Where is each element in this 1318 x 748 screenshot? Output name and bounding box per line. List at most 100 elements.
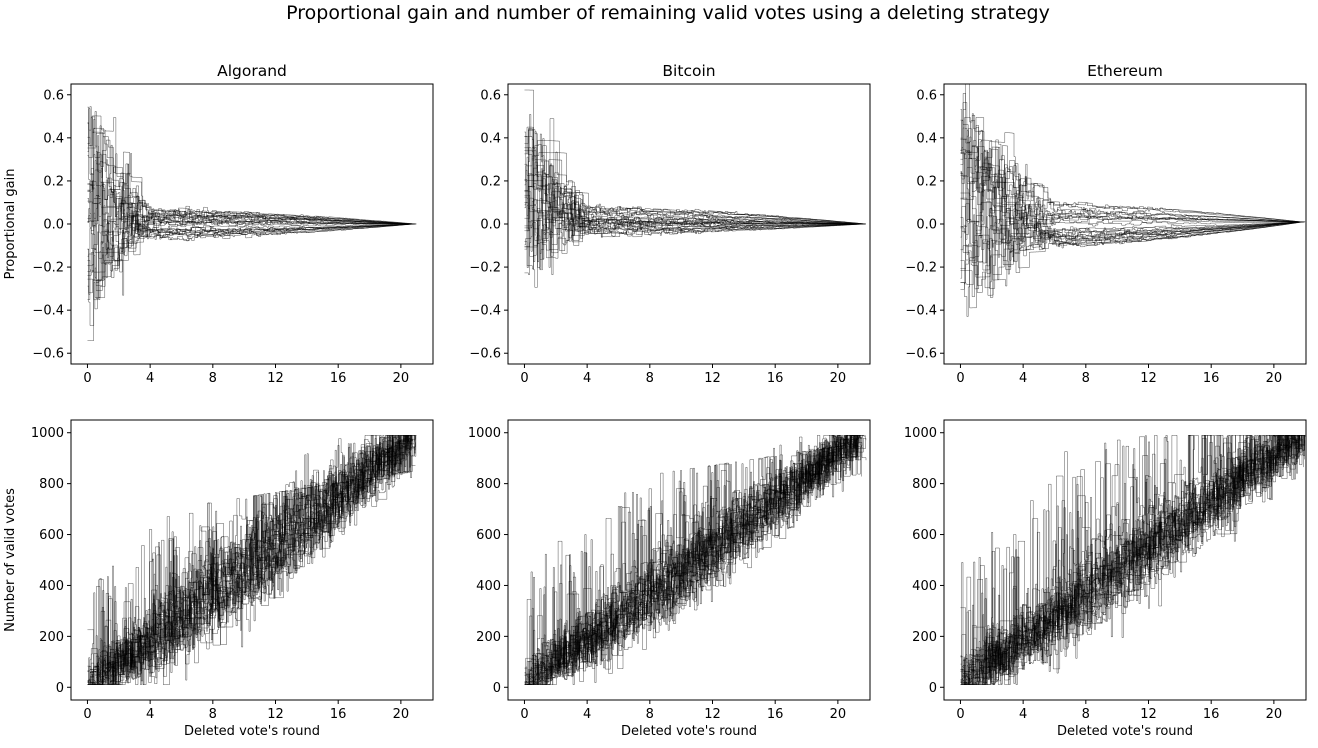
series-line-10: [87, 154, 414, 265]
series-line-26: [960, 435, 1306, 685]
x-axis-label: Deleted vote's round: [1057, 724, 1193, 739]
x-tick-label: 12: [704, 707, 721, 722]
x-tick-label: 12: [1140, 707, 1157, 722]
x-tick-label: 0: [956, 707, 964, 722]
x-tick-label: 4: [1019, 371, 1027, 386]
x-tick-label: 20: [1266, 371, 1283, 386]
series-line-26: [87, 435, 408, 685]
y-tick-label: 400: [39, 579, 64, 594]
series-line-20: [87, 106, 409, 225]
x-tick-label: 4: [583, 707, 591, 722]
y-tick-label: 0.6: [916, 88, 937, 103]
y-tick-label: 800: [39, 477, 64, 492]
series-line-23: [960, 140, 1298, 223]
y-tick-label: −0.2: [32, 261, 64, 276]
y-tick-label: 200: [912, 630, 937, 645]
y-tick-label: −0.2: [469, 261, 501, 276]
x-tick-label: 8: [209, 707, 217, 722]
x-axis-label: Deleted vote's round: [621, 724, 757, 739]
y-tick-label: −0.6: [469, 347, 501, 362]
series-line-4: [87, 168, 413, 245]
y-tick-label: 0.0: [916, 218, 937, 233]
x-tick-label: 4: [1019, 707, 1027, 722]
series-line-24: [524, 435, 866, 685]
series-group: [87, 106, 417, 341]
panel-title: Bitcoin: [662, 62, 715, 80]
x-tick-label: 12: [267, 371, 284, 386]
series-line-11: [960, 208, 1306, 309]
series-line-26: [524, 435, 863, 685]
x-tick-label: 12: [1140, 371, 1157, 386]
series-line-21: [960, 435, 1305, 683]
panel-title: Algorand: [217, 62, 287, 80]
y-tick-label: 0.2: [43, 174, 64, 189]
y-tick-label: 0: [56, 681, 64, 696]
series-line-29: [87, 435, 411, 685]
series-line-29: [960, 221, 1297, 285]
series-line-25: [960, 221, 1306, 286]
series-line-10: [960, 93, 1299, 226]
series-line-23: [87, 214, 416, 326]
series-line-19: [524, 118, 858, 237]
y-tick-label: 0.0: [43, 218, 64, 233]
series-line-23: [87, 435, 409, 685]
series-line-20: [524, 200, 861, 268]
y-tick-label: 1000: [904, 426, 937, 441]
series-group: [524, 89, 867, 288]
series-line-17: [524, 150, 865, 238]
y-tick-label: 800: [476, 477, 501, 492]
series-line-13: [524, 435, 865, 685]
y-tick-label: 0.4: [916, 131, 937, 146]
figure-title: Proportional gain and number of remainin…: [286, 2, 1050, 24]
series-line-28: [960, 102, 1297, 241]
y-tick-label: 0.6: [480, 88, 501, 103]
y-axis-label: Proportional gain: [3, 169, 18, 280]
series-line-25: [524, 136, 861, 225]
series-group: [960, 435, 1306, 685]
y-tick-label: 1000: [468, 426, 501, 441]
y-tick-label: 0.2: [480, 174, 501, 189]
series-line-30: [960, 435, 1299, 685]
plot-frame: [70, 419, 434, 701]
y-tick-label: 0: [493, 681, 501, 696]
series-line-14: [87, 163, 412, 245]
series-line-26: [87, 218, 414, 296]
series-line-16: [87, 161, 417, 243]
series-group: [524, 435, 867, 685]
x-tick-label: 16: [330, 371, 347, 386]
y-tick-label: 400: [912, 579, 937, 594]
x-tick-label: 8: [209, 371, 217, 386]
y-tick-label: 0: [929, 681, 937, 696]
y-tick-label: 400: [476, 579, 501, 594]
series-line-15: [524, 205, 863, 275]
x-tick-label: 8: [646, 371, 654, 386]
y-tick-label: −0.6: [905, 347, 937, 362]
y-tick-label: −0.4: [32, 304, 64, 319]
series-line-26: [524, 174, 866, 225]
series-line-30: [524, 435, 858, 685]
x-tick-label: 20: [830, 707, 847, 722]
series-line-24: [87, 435, 416, 685]
y-tick-label: −0.4: [469, 304, 501, 319]
series-line-24: [87, 106, 415, 234]
x-tick-label: 20: [1266, 707, 1283, 722]
y-tick-label: 600: [39, 528, 64, 543]
series-line-14: [960, 196, 1297, 245]
x-tick-label: 20: [393, 371, 410, 386]
series-line-24: [524, 186, 864, 268]
series-line-30: [524, 128, 867, 234]
y-tick-label: 0.4: [43, 131, 64, 146]
x-tick-label: 4: [146, 371, 154, 386]
x-tick-label: 0: [83, 371, 91, 386]
series-line-18: [524, 144, 860, 230]
y-tick-label: 0.0: [480, 218, 501, 233]
x-tick-label: 4: [146, 707, 154, 722]
panel-title: Ethereum: [1087, 62, 1163, 80]
plot-frame: [507, 419, 871, 701]
series-line-17: [960, 435, 1303, 685]
x-tick-label: 8: [646, 707, 654, 722]
panel-1: Algorand 0 4 8 12 16 20 −0.6 −0.4 −0.2 0.0 0.2 0.4 0.…: [3, 62, 434, 386]
